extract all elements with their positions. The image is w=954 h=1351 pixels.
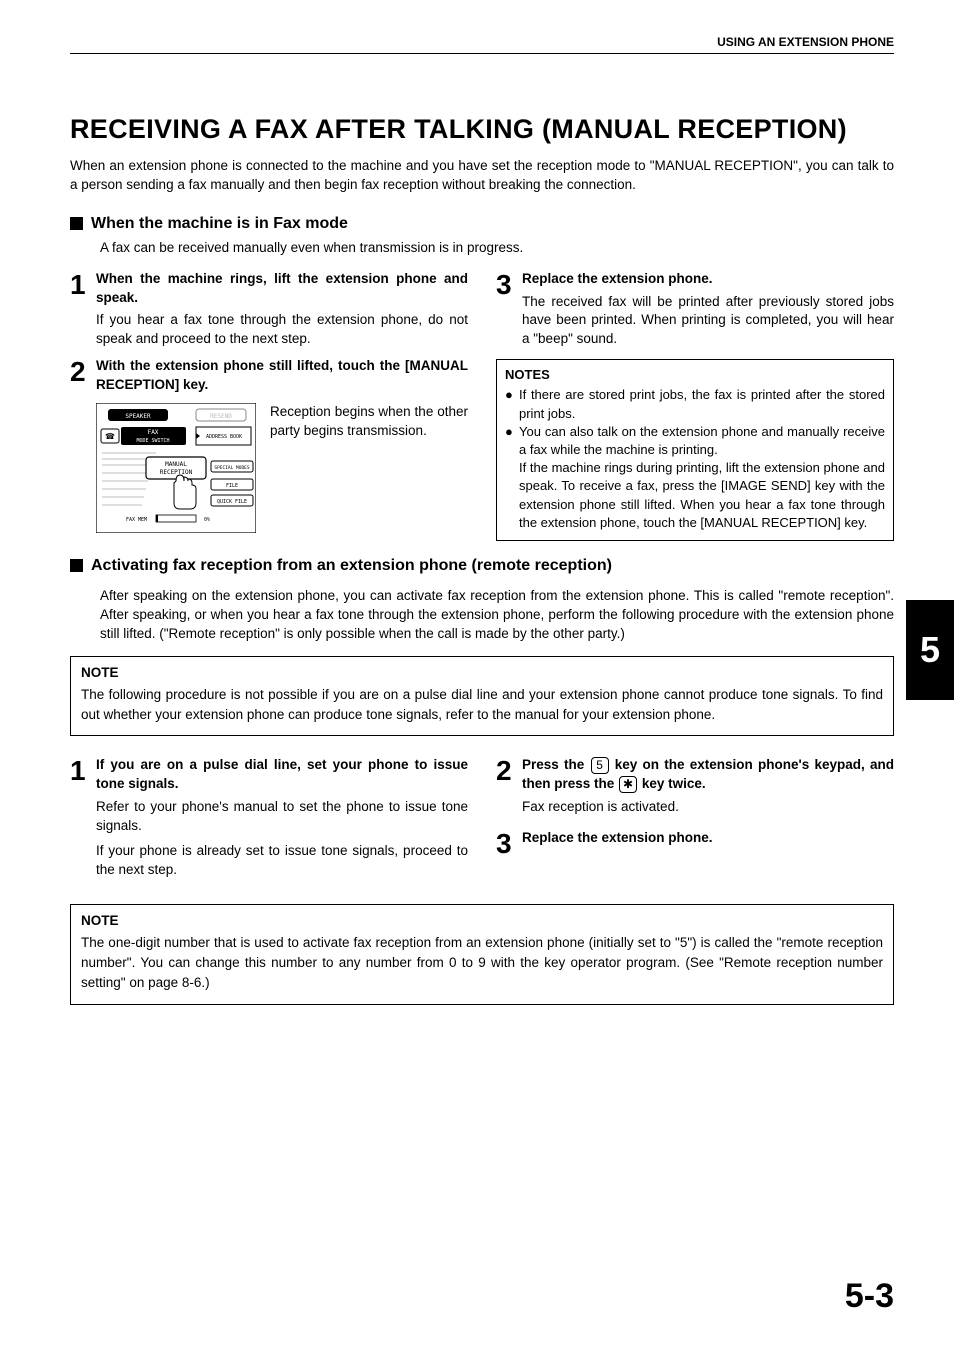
step1-text: If you hear a fax tone through the exten…: [96, 311, 468, 349]
notes-box: NOTES ● If there are stored print jobs, …: [496, 359, 894, 541]
step-number: 2: [496, 756, 522, 817]
s3-step2-title-a: Press the: [522, 757, 590, 772]
section2-lead: After speaking on the extension phone, y…: [100, 587, 894, 644]
svg-text:0%: 0%: [204, 517, 210, 523]
step3-title: Replace the extension phone.: [522, 270, 894, 289]
step-number: 1: [70, 756, 96, 879]
note-b-text: The one-digit number that is used to act…: [81, 933, 883, 994]
right-column-2: 2 Press the 5 key on the extension phone…: [496, 756, 894, 887]
step2-text: Reception begins when the other party be…: [270, 403, 468, 441]
s3-step1-text2: If your phone is already set to issue to…: [96, 842, 468, 880]
step1-title: When the machine rings, lift the extensi…: [96, 270, 468, 308]
step-number: 1: [70, 270, 96, 350]
note-a-title: NOTE: [81, 663, 883, 683]
s3-step1-text1: Refer to your phone's manual to set the …: [96, 798, 468, 836]
main-title: RECEIVING A FAX AFTER TALKING (MANUAL RE…: [70, 114, 894, 145]
step2-title: With the extension phone still lifted, t…: [96, 357, 468, 395]
section1-columns: 1 When the machine rings, lift the exten…: [70, 270, 894, 541]
note-box-b: NOTE The one-digit number that is used t…: [70, 904, 894, 1005]
s3-step3: 3 Replace the extension phone.: [496, 829, 894, 858]
chapter-tab: 5: [906, 600, 954, 700]
svg-text:SPEAKER: SPEAKER: [125, 413, 151, 420]
bullet-icon: ●: [505, 423, 519, 532]
svg-text:MANUAL: MANUAL: [165, 461, 187, 468]
note-bullet-1-text: If there are stored print jobs, the fax …: [519, 386, 885, 422]
left-column: 1 When the machine rings, lift the exten…: [70, 270, 468, 541]
svg-text:☎: ☎: [105, 432, 115, 441]
s3-step1: 1 If you are on a pulse dial line, set y…: [70, 756, 468, 879]
s3-step2-title-c: key twice.: [638, 776, 706, 791]
note-box-a: NOTE The following procedure is not poss…: [70, 656, 894, 737]
step-number: 3: [496, 270, 522, 350]
panel-row: SPEAKER RESEND FAX MODE SWITCH ☎ ADDRESS…: [96, 403, 468, 533]
intro-paragraph: When an extension phone is connected to …: [70, 157, 894, 195]
svg-text:SPECIAL MODES: SPECIAL MODES: [214, 465, 250, 471]
s3-step2-text: Fax reception is activated.: [522, 798, 894, 817]
page-header: USING AN EXTENSION PHONE: [70, 35, 894, 54]
svg-text:ADDRESS BOOK: ADDRESS BOOK: [206, 434, 242, 440]
s3-step2-title: Press the 5 key on the extension phone's…: [522, 756, 894, 794]
note-bullet-2: ● You can also talk on the extension pho…: [505, 423, 885, 532]
square-bullet-icon: [70, 217, 83, 230]
svg-text:FILE: FILE: [226, 483, 238, 489]
s3-step2: 2 Press the 5 key on the extension phone…: [496, 756, 894, 817]
step3: 3 Replace the extension phone. The recei…: [496, 270, 894, 350]
svg-text:FAX MEM: FAX MEM: [126, 517, 147, 523]
step1: 1 When the machine rings, lift the exten…: [70, 270, 468, 350]
svg-text:MODE SWITCH: MODE SWITCH: [136, 438, 169, 444]
svg-text:QUICK FILE: QUICK FILE: [217, 499, 247, 505]
fax-panel-illustration: SPEAKER RESEND FAX MODE SWITCH ☎ ADDRESS…: [96, 403, 256, 533]
note-bullet-2-text: You can also talk on the extension phone…: [519, 424, 885, 457]
svg-text:FAX: FAX: [148, 429, 159, 436]
svg-text:RECEPTION: RECEPTION: [160, 469, 193, 476]
notes-title: NOTES: [505, 366, 885, 384]
section3-columns: 1 If you are on a pulse dial line, set y…: [70, 756, 894, 887]
s3-step3-title: Replace the extension phone.: [522, 829, 894, 848]
note-a-text: The following procedure is not possible …: [81, 685, 883, 726]
section2-heading-text: Activating fax reception from an extensi…: [91, 557, 612, 575]
left-column-2: 1 If you are on a pulse dial line, set y…: [70, 756, 468, 887]
key-star-icon: ✱: [619, 776, 637, 793]
section2-heading: Activating fax reception from an extensi…: [70, 557, 894, 575]
s3-step1-title: If you are on a pulse dial line, set you…: [96, 756, 468, 794]
step-number: 3: [496, 829, 522, 858]
note-bullet-2-cont: If the machine rings during printing, li…: [519, 460, 885, 530]
page-number: 5-3: [845, 1277, 894, 1316]
svg-text:RESEND: RESEND: [210, 413, 232, 420]
section1-lead: A fax can be received manually even when…: [100, 239, 894, 258]
right-column: 3 Replace the extension phone. The recei…: [496, 270, 894, 541]
section1-heading-text: When the machine is in Fax mode: [91, 215, 348, 233]
key-5-icon: 5: [591, 757, 609, 774]
note-bullet-1: ● If there are stored print jobs, the fa…: [505, 386, 885, 422]
step-number: 2: [70, 357, 96, 399]
bullet-icon: ●: [505, 386, 519, 422]
step2: 2 With the extension phone still lifted,…: [70, 357, 468, 399]
note-b-title: NOTE: [81, 911, 883, 931]
section1-heading: When the machine is in Fax mode: [70, 215, 894, 233]
step3-text: The received fax will be printed after p…: [522, 293, 894, 350]
square-bullet-icon: [70, 559, 83, 572]
